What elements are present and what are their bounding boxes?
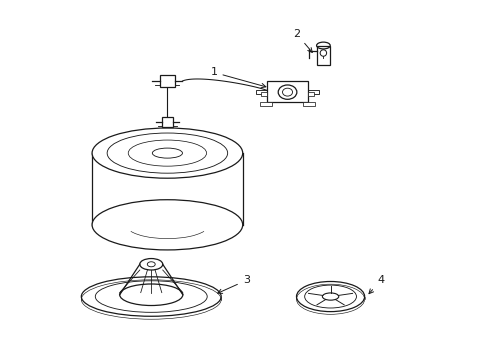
Ellipse shape — [92, 128, 242, 178]
Bar — [303, 102, 314, 106]
Text: 1: 1 — [210, 67, 265, 88]
Bar — [316, 45, 329, 65]
Bar — [256, 90, 318, 94]
Bar — [307, 92, 313, 96]
Text: 4: 4 — [368, 275, 384, 294]
Bar — [266, 81, 307, 102]
Bar — [260, 102, 271, 106]
Bar — [160, 75, 174, 87]
Text: 3: 3 — [217, 275, 249, 293]
Bar — [162, 117, 172, 127]
Text: 2: 2 — [292, 29, 312, 53]
Bar — [261, 92, 266, 96]
Ellipse shape — [92, 200, 242, 250]
